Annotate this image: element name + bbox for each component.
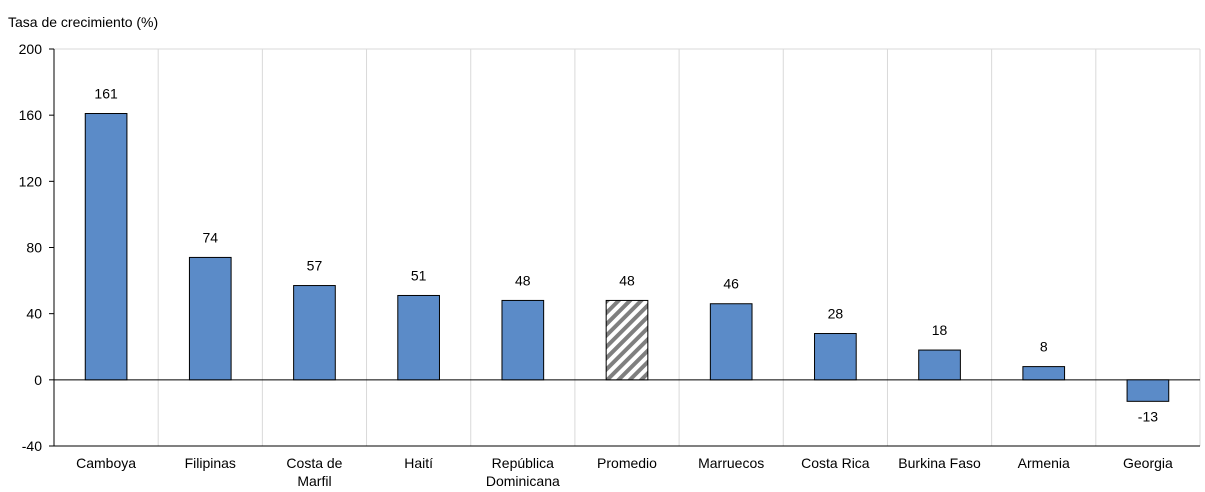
value-label: 18 bbox=[932, 322, 948, 338]
y-tick-label: 80 bbox=[26, 240, 42, 256]
y-tick-label: 200 bbox=[19, 41, 43, 57]
category-label: Marfil bbox=[297, 473, 331, 489]
value-label: 46 bbox=[723, 276, 739, 292]
category-label: Haití bbox=[404, 455, 433, 471]
y-tick-label: 0 bbox=[34, 372, 42, 388]
bar bbox=[814, 333, 857, 381]
category-label: Georgia bbox=[1123, 455, 1173, 471]
y-tick-label: 120 bbox=[19, 173, 43, 189]
y-tick-label: 40 bbox=[26, 306, 42, 322]
bar bbox=[188, 256, 232, 381]
bar bbox=[501, 299, 545, 381]
label-layer: 161 Camboya 74 Filipinas 57 Costa de Marfil 51 H… bbox=[76, 86, 1173, 489]
category-label: Promedio bbox=[597, 455, 657, 471]
value-label: 48 bbox=[619, 272, 635, 288]
category-label: Burkina Faso bbox=[898, 455, 981, 471]
y-tick-label: -40 bbox=[22, 438, 42, 454]
bar bbox=[918, 349, 961, 381]
category-label: Dominicana bbox=[486, 473, 560, 489]
bar-layer bbox=[84, 113, 1170, 402]
category-label: República bbox=[492, 455, 554, 471]
value-label: 51 bbox=[411, 267, 427, 283]
category-label: Armenia bbox=[1018, 455, 1070, 471]
bar bbox=[1022, 366, 1066, 381]
bar bbox=[605, 299, 649, 381]
value-label: 8 bbox=[1040, 339, 1048, 355]
bar bbox=[84, 113, 128, 381]
value-label: 28 bbox=[828, 306, 844, 322]
axis-layer: 200 160 120 80 40 0 -40 bbox=[19, 41, 1200, 454]
y-tick-label: 160 bbox=[19, 107, 43, 123]
category-label: Costa de bbox=[286, 455, 342, 471]
bar bbox=[293, 285, 336, 381]
value-label: -13 bbox=[1138, 408, 1158, 424]
category-label: Costa Rica bbox=[801, 455, 870, 471]
category-label: Marruecos bbox=[698, 455, 764, 471]
value-label: 48 bbox=[515, 272, 531, 288]
value-label: 161 bbox=[94, 86, 118, 102]
bar bbox=[1126, 379, 1170, 402]
category-label: Camboya bbox=[76, 455, 136, 471]
category-label: Filipinas bbox=[185, 455, 236, 471]
y-axis-title: Tasa de crecimiento (%) bbox=[8, 14, 158, 30]
grid-layer bbox=[54, 48, 1201, 446]
value-label: 74 bbox=[202, 229, 218, 245]
value-label: 57 bbox=[307, 258, 323, 274]
bar bbox=[709, 303, 753, 381]
bar bbox=[397, 294, 440, 381]
